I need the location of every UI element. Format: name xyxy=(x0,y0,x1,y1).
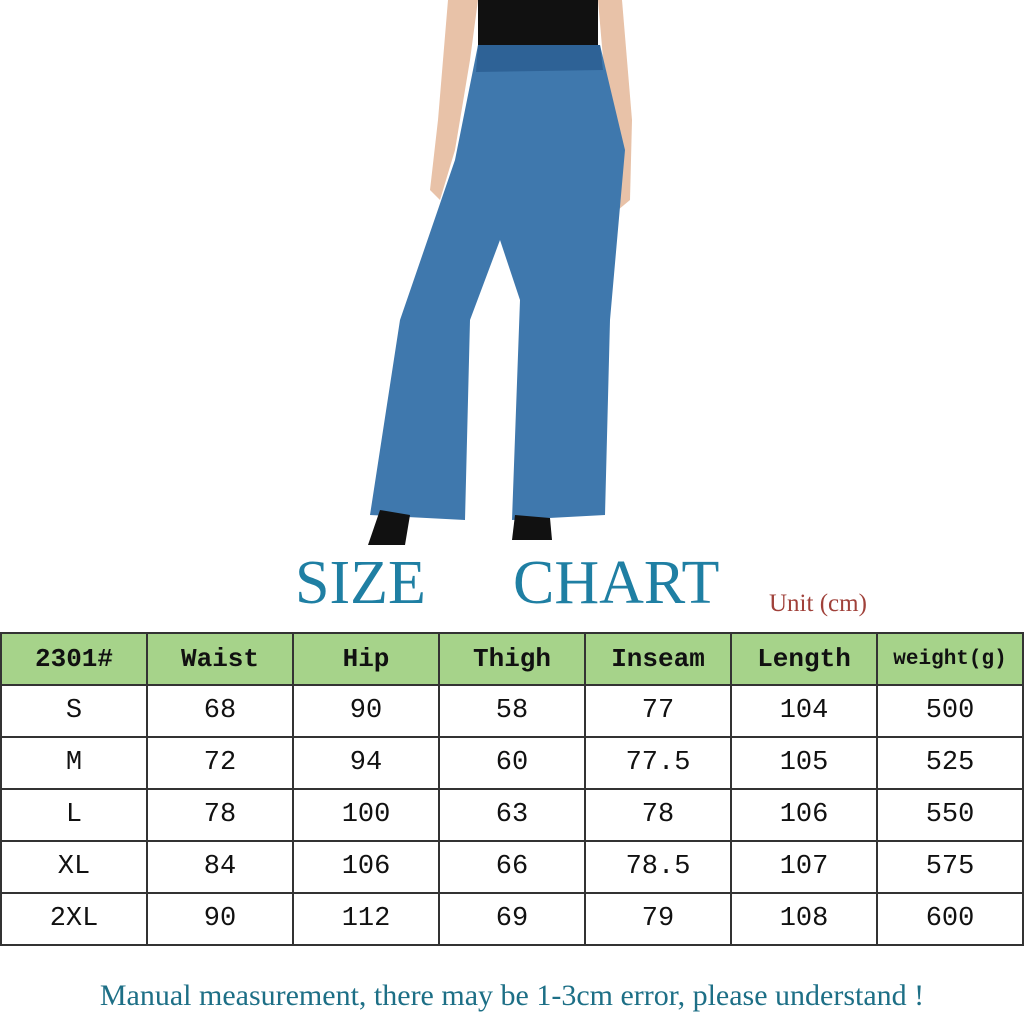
header-cell: 2301# xyxy=(0,632,148,686)
jeans xyxy=(370,45,625,520)
measurement-note: Manual measurement, there may be 1-3cm e… xyxy=(99,979,925,1012)
table-cell: 105 xyxy=(730,736,878,790)
table-cell: 104 xyxy=(730,684,878,738)
header-cell: Waist xyxy=(146,632,294,686)
table-cell: M xyxy=(0,736,148,790)
table-cell: 575 xyxy=(876,840,1024,894)
table-cell: 58 xyxy=(438,684,586,738)
table-cell: 77.5 xyxy=(584,736,732,790)
header-cell: weight(g) xyxy=(876,632,1024,686)
waistband xyxy=(476,45,603,72)
left-arm xyxy=(430,0,478,200)
table-cell: 66 xyxy=(438,840,586,894)
table-cell: 550 xyxy=(876,788,1024,842)
table-cell: 69 xyxy=(438,892,586,946)
table-cell: S xyxy=(0,684,148,738)
header-cell: Length xyxy=(730,632,878,686)
table-row: L 78 100 63 78 106 550 xyxy=(0,788,1024,842)
table-cell: 600 xyxy=(876,892,1024,946)
table-cell: 100 xyxy=(292,788,440,842)
table-row: S 68 90 58 77 104 500 xyxy=(0,684,1024,738)
unit-label: Unit (cm) xyxy=(769,590,867,617)
table-cell: 525 xyxy=(876,736,1024,790)
table-header-row: 2301# Waist Hip Thigh Inseam Length weig… xyxy=(0,632,1024,686)
table-cell: L xyxy=(0,788,148,842)
header-cell: Thigh xyxy=(438,632,586,686)
table-cell: 90 xyxy=(292,684,440,738)
table-cell: XL xyxy=(0,840,148,894)
title-size: SIZE xyxy=(295,549,426,617)
table-cell: 63 xyxy=(438,788,586,842)
table-cell: 106 xyxy=(292,840,440,894)
table-cell: 90 xyxy=(146,892,294,946)
table-cell: 500 xyxy=(876,684,1024,738)
title-chart: CHART xyxy=(513,549,720,617)
table-cell: 72 xyxy=(146,736,294,790)
header-cell: Hip xyxy=(292,632,440,686)
right-shoe xyxy=(512,515,552,540)
header-cell: Inseam xyxy=(584,632,732,686)
table-cell: 84 xyxy=(146,840,294,894)
left-shoe xyxy=(368,510,410,545)
table-cell: 68 xyxy=(146,684,294,738)
table-cell: 79 xyxy=(584,892,732,946)
table-row: 2XL 90 112 69 79 108 600 xyxy=(0,892,1024,946)
product-photo-wide-leg-jeans xyxy=(368,0,632,545)
table-cell: 2XL xyxy=(0,892,148,946)
table-cell: 78 xyxy=(584,788,732,842)
table-cell: 94 xyxy=(292,736,440,790)
black-top xyxy=(478,0,598,50)
table-cell: 106 xyxy=(730,788,878,842)
table-cell: 78 xyxy=(146,788,294,842)
table-row: M 72 94 60 77.5 105 525 xyxy=(0,736,1024,790)
table-cell: 77 xyxy=(584,684,732,738)
table-row: XL 84 106 66 78.5 107 575 xyxy=(0,840,1024,894)
table-cell: 78.5 xyxy=(584,840,732,894)
table-cell: 107 xyxy=(730,840,878,894)
table-cell: 108 xyxy=(730,892,878,946)
table-cell: 112 xyxy=(292,892,440,946)
size-table: 2301# Waist Hip Thigh Inseam Length weig… xyxy=(0,632,1024,946)
table-cell: 60 xyxy=(438,736,586,790)
